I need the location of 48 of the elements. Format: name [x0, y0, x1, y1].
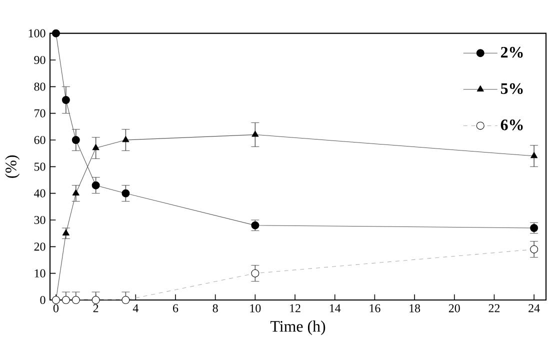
point	[122, 136, 130, 142]
x-tick-label: 24	[528, 304, 540, 312]
point	[62, 296, 70, 304]
point	[52, 29, 60, 38]
x-tick-label: 12	[290, 304, 300, 312]
point	[72, 136, 80, 144]
y-tick-label: 10	[34, 269, 46, 278]
point	[122, 189, 130, 198]
y-tick-label: 20	[34, 242, 46, 251]
point	[92, 181, 100, 190]
y-tick-label: 0	[40, 296, 46, 304]
point	[92, 296, 100, 304]
legend-label: 5%	[500, 83, 523, 94]
y-tick-label: 80	[34, 82, 46, 91]
y-tick-label: 30	[34, 216, 46, 224]
point	[72, 296, 80, 304]
x-tick-label: 8	[212, 304, 218, 312]
point	[92, 144, 100, 150]
legend-label: 6%	[500, 120, 523, 130]
point	[62, 96, 70, 104]
x-tick-label: 2	[93, 304, 98, 312]
x-tick-label: 14	[330, 304, 341, 312]
x-tick-label: 6	[173, 304, 178, 312]
x-tick-label: 16	[370, 304, 380, 312]
x-tick-label: 18	[410, 304, 420, 312]
point	[530, 224, 538, 232]
point	[530, 152, 538, 158]
y-tick-label: 50	[34, 162, 46, 171]
point	[252, 130, 259, 137]
x-tick-label: 10	[250, 304, 261, 312]
legend-label: 2%	[500, 46, 523, 58]
x-tick-label: 20	[448, 304, 460, 312]
y-axis-title: (%)	[5, 155, 20, 178]
point	[530, 245, 538, 254]
point	[251, 221, 260, 230]
point	[251, 269, 260, 278]
y-tick-label: 60	[34, 136, 46, 144]
y-tick-label: 70	[34, 109, 46, 118]
point	[72, 189, 80, 196]
y-tick-label: 40	[34, 189, 46, 198]
point	[62, 229, 70, 236]
x-tick-label: 0	[53, 304, 59, 312]
y-tick-label: 100	[28, 29, 46, 38]
y-tick-label: 90	[34, 56, 46, 64]
point	[122, 296, 130, 304]
x-tick-label: 22	[488, 304, 500, 312]
x-tick-label: 4	[132, 304, 138, 312]
x-axis-title: Time (h)	[270, 320, 326, 336]
